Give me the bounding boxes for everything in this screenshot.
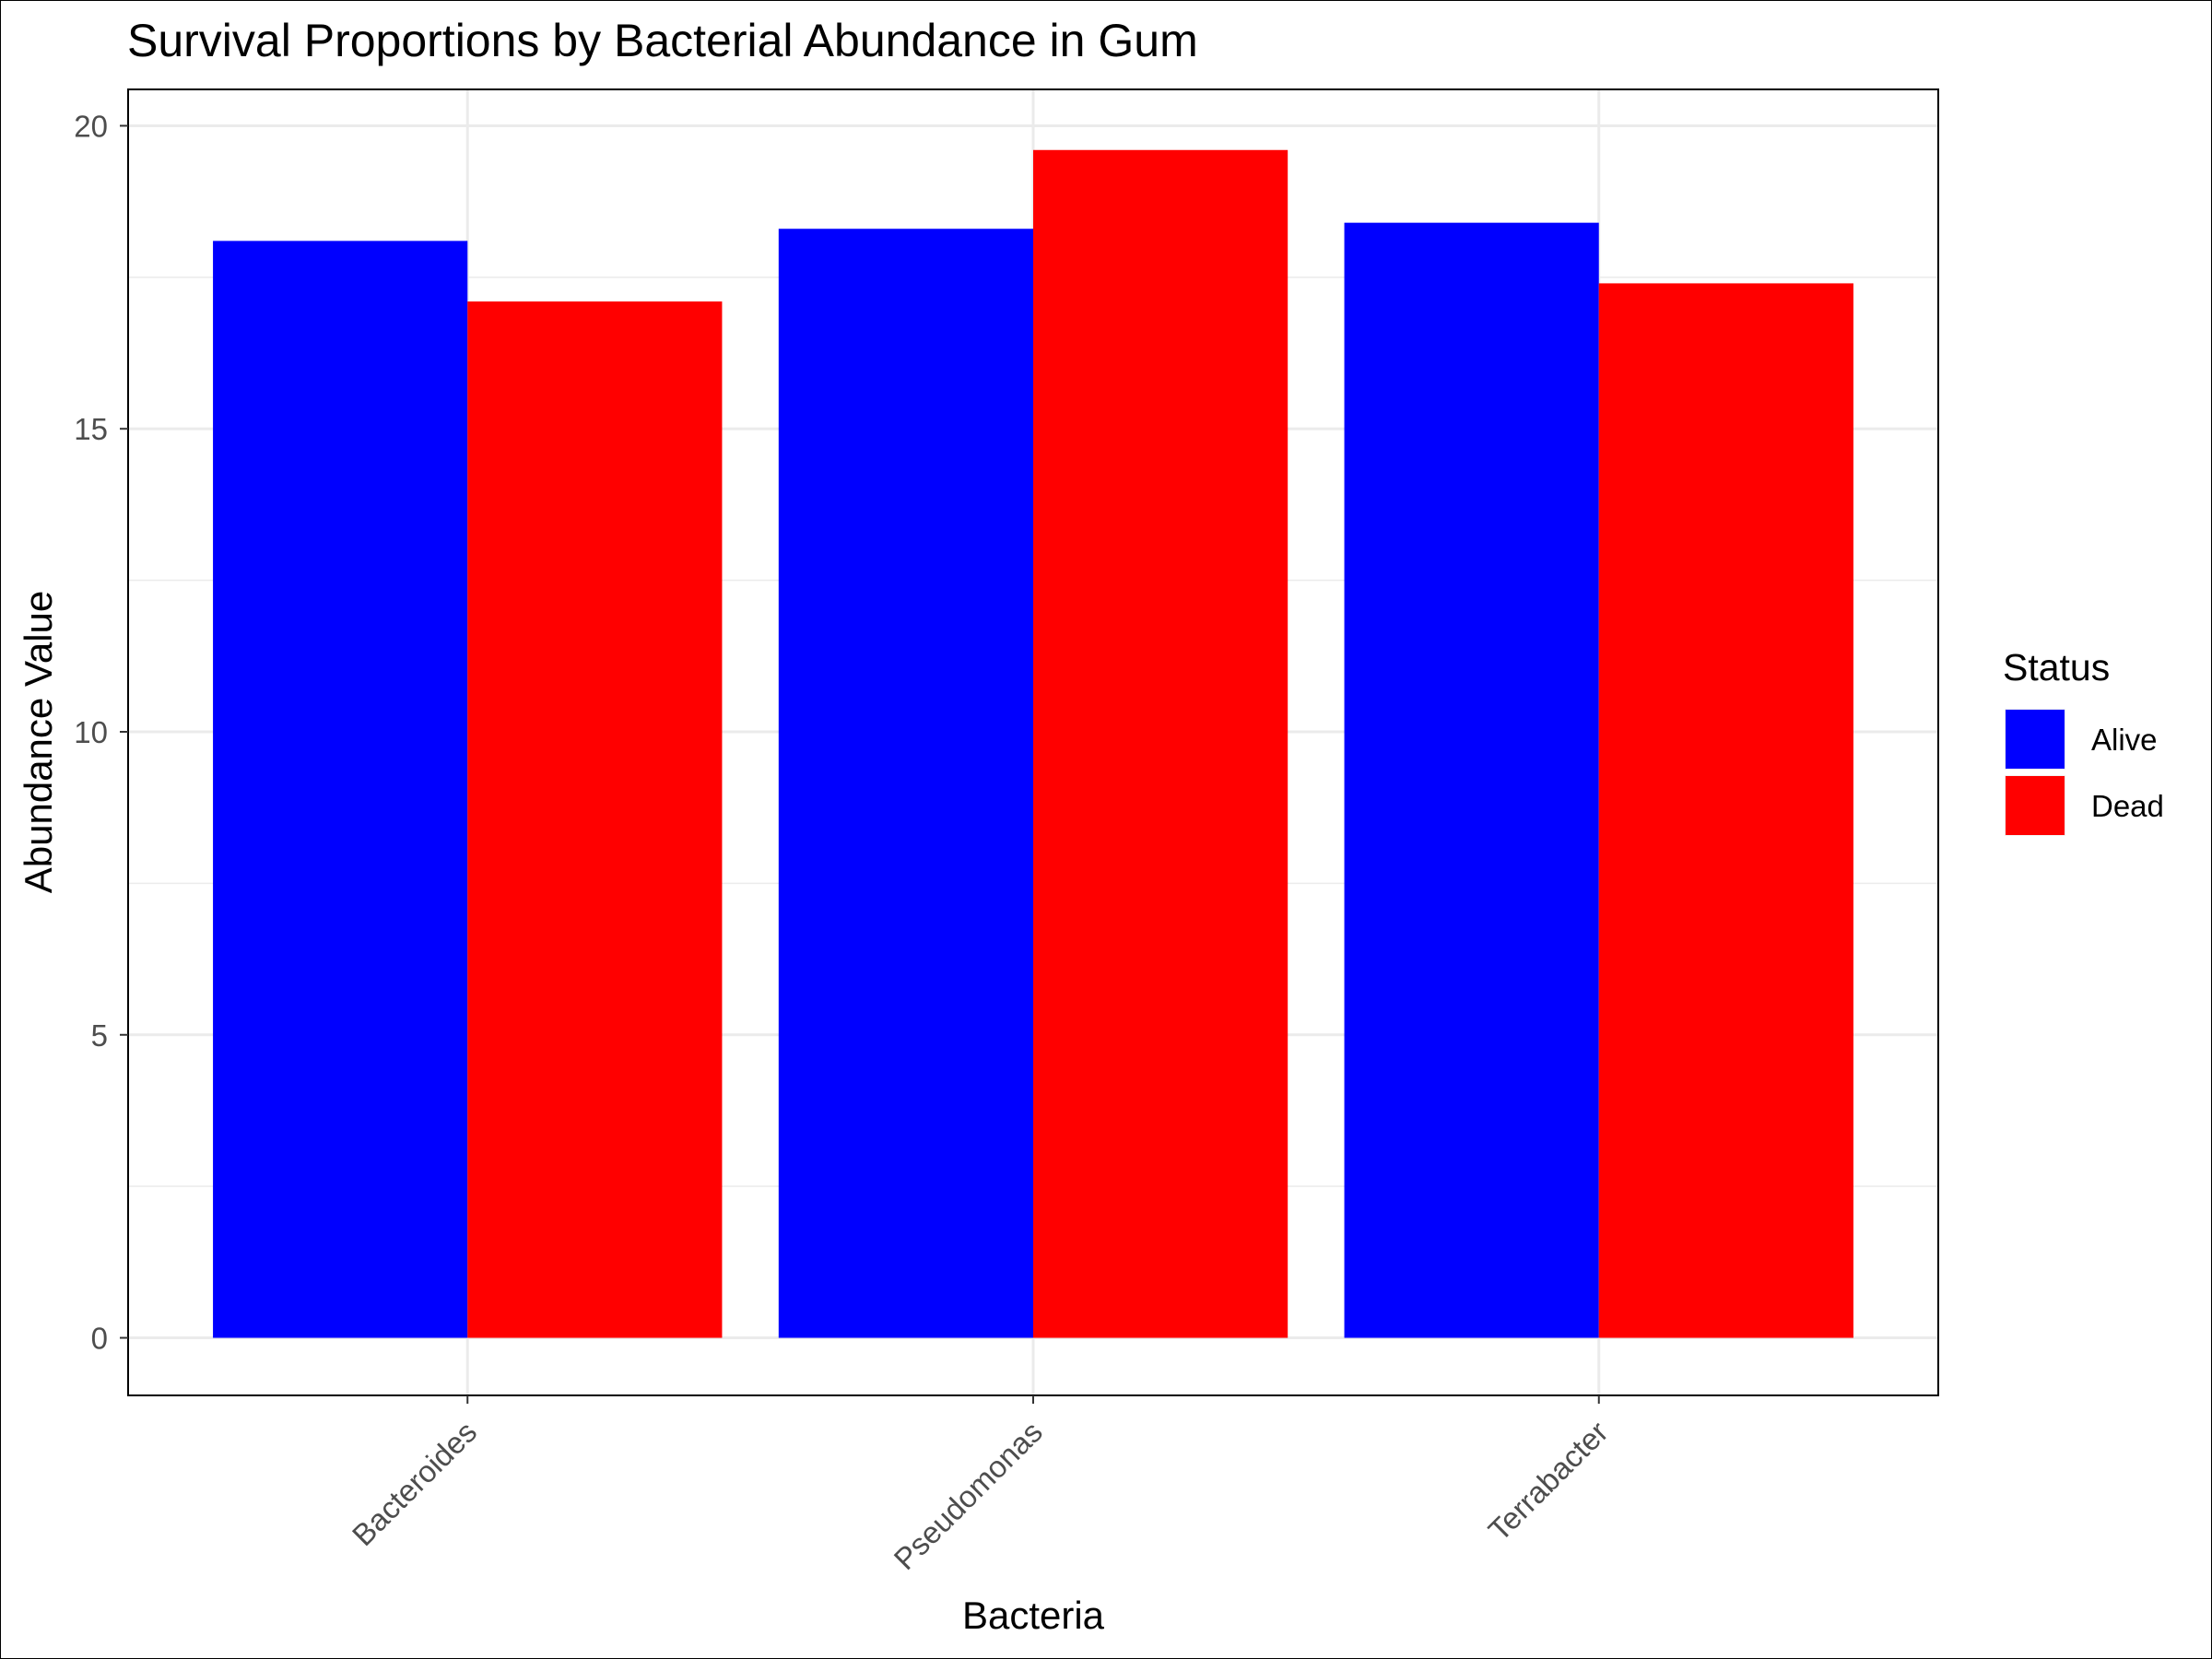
legend-swatch-dead: [2006, 776, 2065, 835]
legend-entries: Alive Dead: [2005, 709, 2164, 836]
y-axis-title: Abundance Value: [17, 591, 60, 894]
legend-swatch-alive: [2006, 710, 2065, 769]
chart-title: Survival Proportions by Bacterial Abunda…: [127, 15, 1198, 66]
y-axis-ticks: 0 5 10 15 20: [74, 109, 128, 1356]
y-tick-label: 20: [74, 109, 108, 143]
legend-label-dead: Dead: [2091, 789, 2164, 823]
bar-dead-terrabacter: [1598, 283, 1853, 1338]
x-tick-label: Terrabacter: [1482, 1415, 1615, 1547]
bar-alive-pseudomonas: [778, 229, 1033, 1338]
bars: [213, 149, 1853, 1338]
y-tick-label: 15: [74, 412, 108, 446]
y-tick-label: 5: [91, 1018, 108, 1053]
legend: Status Alive Dead: [2003, 646, 2164, 836]
x-axis-title: Bacteria: [962, 1594, 1105, 1637]
x-axis-ticks: Bacteroides Pseudomonas Terrabacter: [346, 1395, 1615, 1576]
x-tick-label: Pseudomonas: [888, 1415, 1049, 1576]
legend-title: Status: [2003, 646, 2110, 688]
bar-dead-pseudomonas: [1033, 149, 1288, 1338]
y-tick-label: 10: [74, 715, 108, 749]
bar-dead-bacteroides: [467, 301, 723, 1338]
bar-alive-terrabacter: [1344, 222, 1599, 1338]
y-tick-label: 0: [91, 1322, 108, 1356]
bar-alive-bacteroides: [213, 241, 468, 1338]
legend-label-alive: Alive: [2091, 723, 2158, 757]
x-tick-label: Bacteroides: [346, 1415, 483, 1552]
